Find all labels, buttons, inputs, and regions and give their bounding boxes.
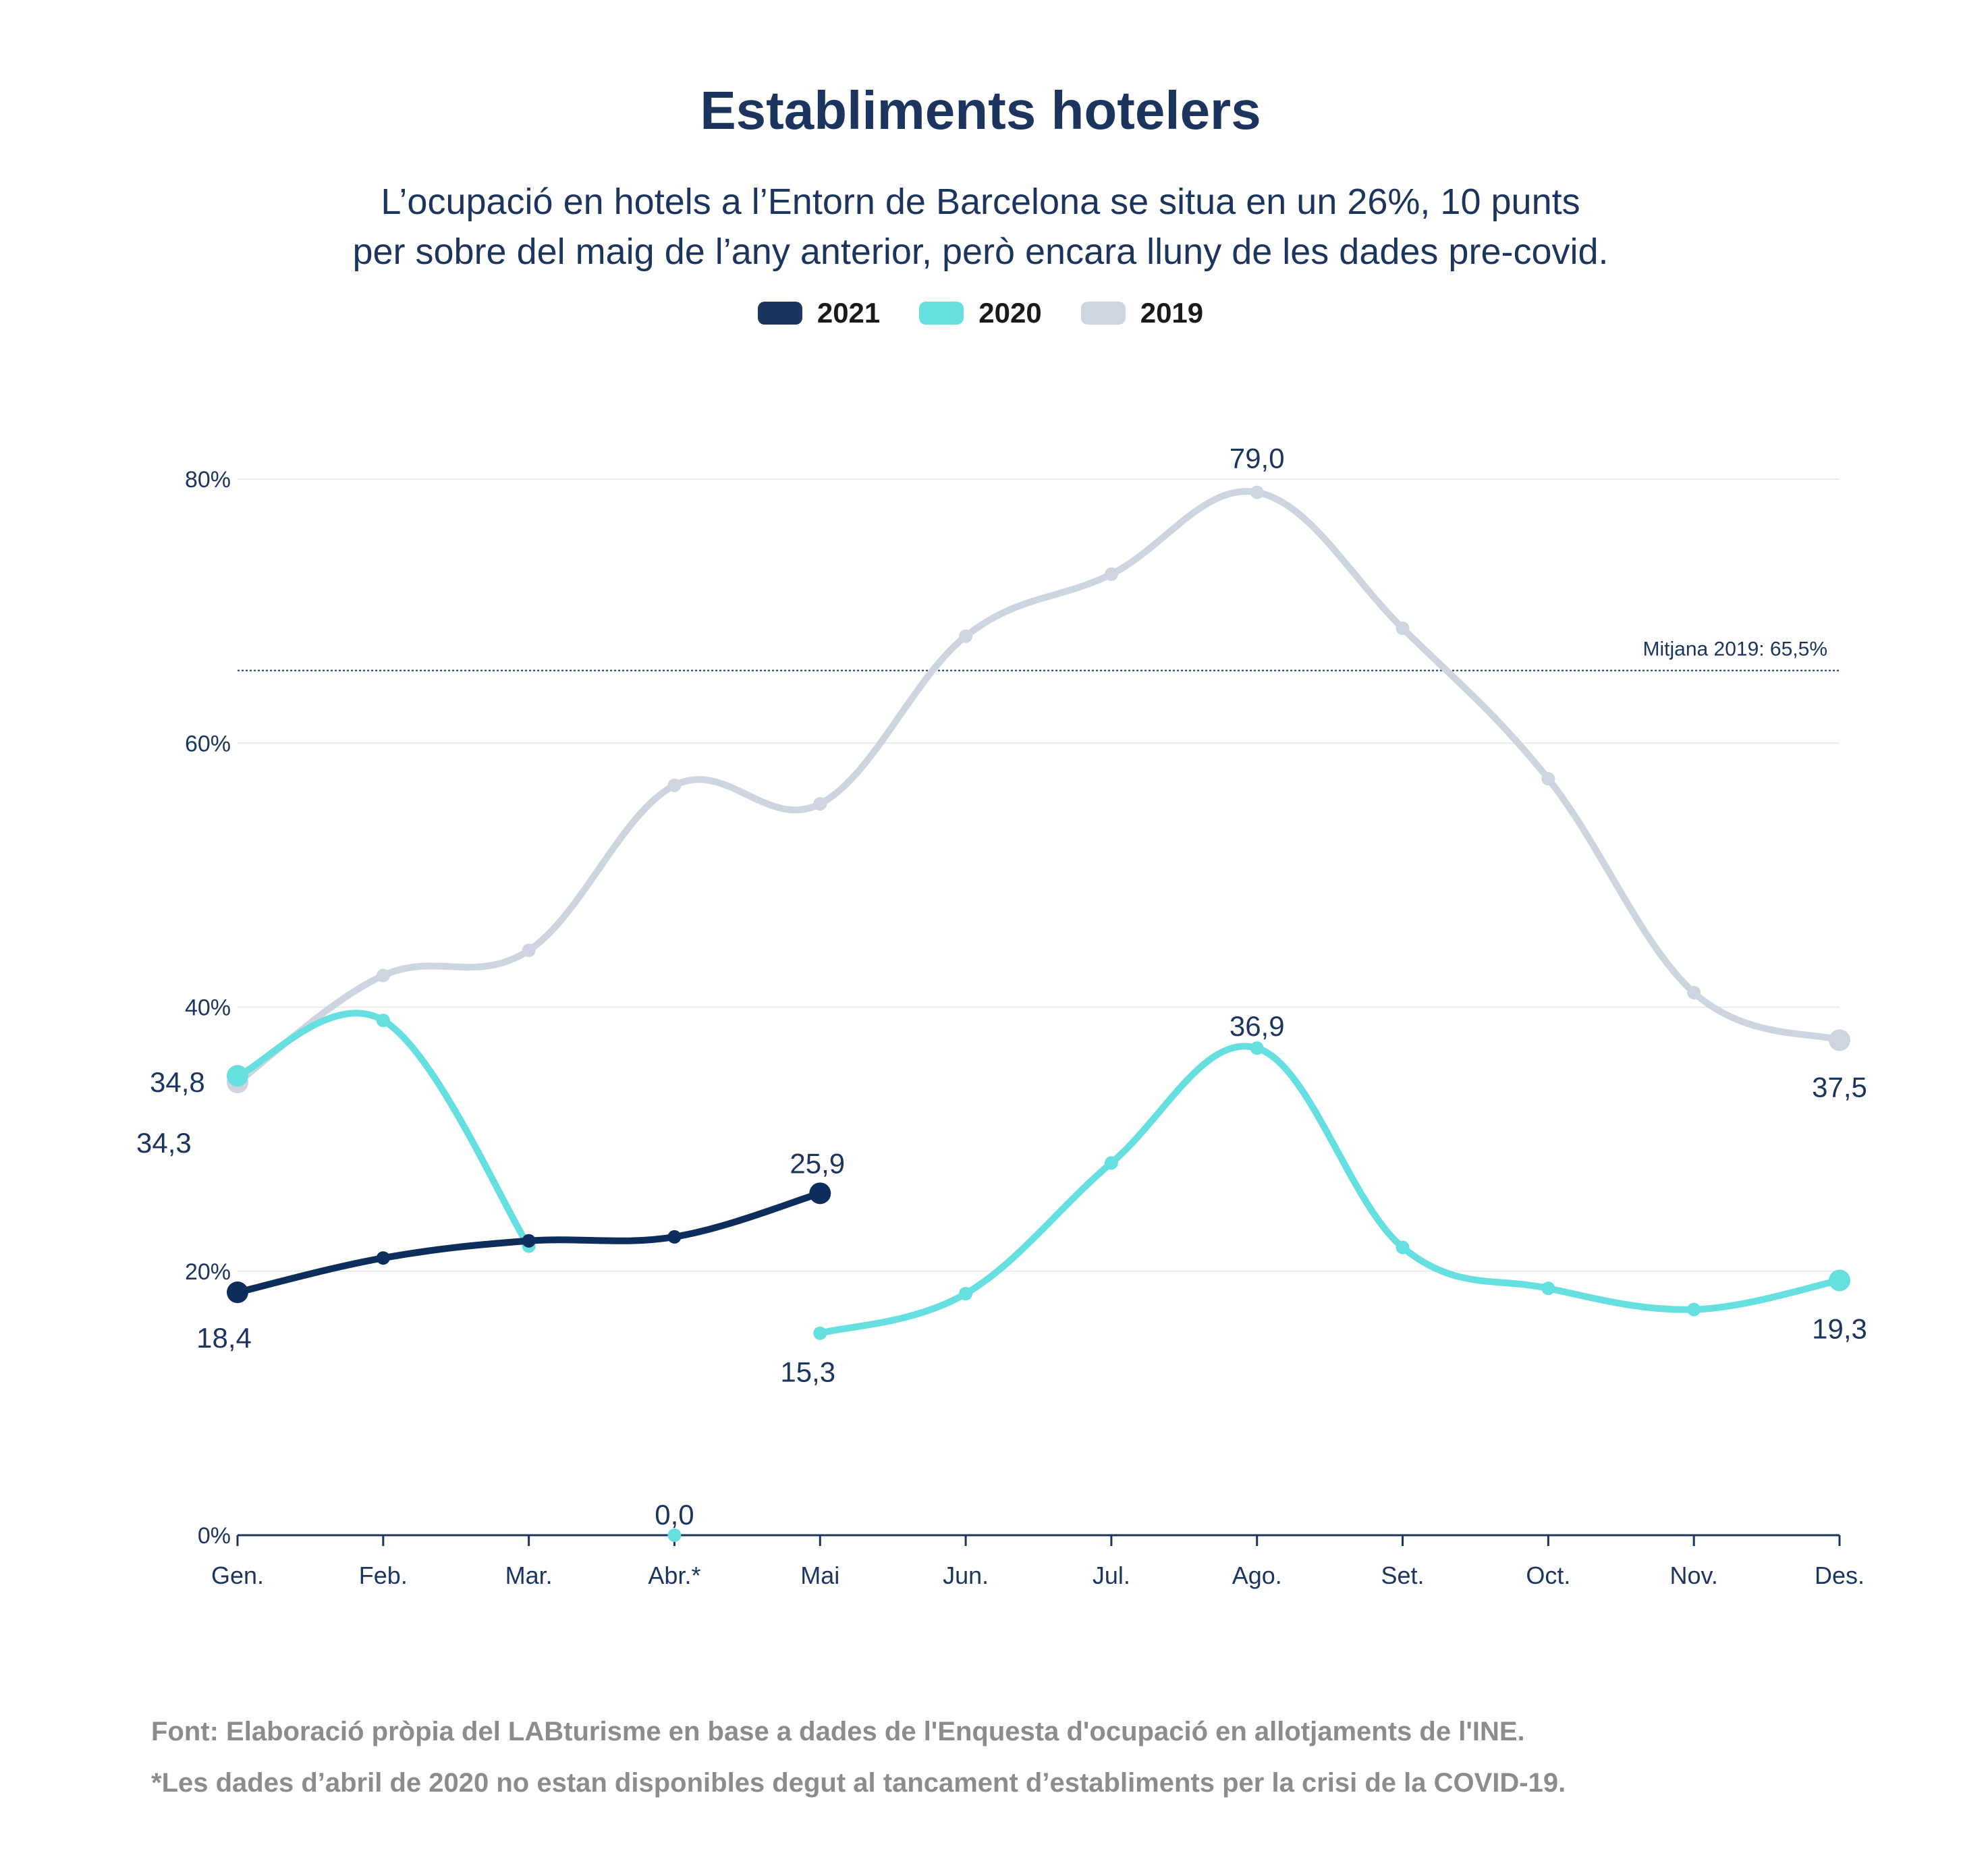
y-tick-label: 40% (185, 995, 231, 1021)
x-tick-label: Oct. (1526, 1562, 1570, 1589)
series-2020-point-11 (1829, 1269, 1850, 1292)
x-tick-label: Set. (1381, 1562, 1425, 1589)
data-label-2021-0: 18,4 (196, 1322, 252, 1354)
legend-label-2020: 2020 (978, 297, 1042, 329)
legend-swatch-2020 (919, 302, 964, 325)
x-tick-label: Jul. (1093, 1562, 1130, 1589)
series-2021-point-4 (809, 1182, 831, 1205)
series-2019-point-5 (959, 629, 973, 643)
reference-line-label: Mitjana 2019: 65,5% (1642, 638, 1827, 661)
series-2020-line-1 (817, 1043, 1843, 1337)
data-label-2020-0: 34,8 (150, 1066, 205, 1098)
legend-item-2021[interactable]: 2021 (757, 297, 881, 329)
series-2021-point-0 (227, 1281, 248, 1304)
series-2020-point-9 (1541, 1281, 1555, 1296)
y-tick-label: 20% (185, 1259, 231, 1285)
series-2019-line-0 (234, 488, 1843, 1086)
x-tick-label: Mai (800, 1562, 839, 1589)
data-label-2021-4: 25,9 (790, 1147, 845, 1179)
data-label-2019-11: 37,5 (1812, 1071, 1867, 1103)
legend-label-2021: 2021 (817, 297, 881, 329)
series-2019-point-8 (1396, 622, 1410, 636)
series-2020-point-5 (959, 1287, 973, 1301)
chart-title: Establiments hotelers (700, 80, 1261, 140)
y-tick-label: 80% (185, 467, 231, 493)
chart-subtitle: L’ocupació en hotels a l’Entorn de Barce… (0, 177, 1961, 277)
series-2019-point-7 (1250, 485, 1264, 499)
x-tick-label: Nov. (1670, 1562, 1718, 1589)
series-2019-point-10 (1687, 985, 1701, 999)
x-tick-label: Gen. (211, 1562, 264, 1589)
series-2019-point-4 (813, 797, 827, 811)
source-note: Font: Elaboració pròpia del LABturisme e… (151, 1717, 1525, 1746)
line-chart: 0% 20% 40% 60% 80% Gen. Feb. Mar. Abr.* Mai Jun. Ju… (136, 443, 1867, 1589)
series-2019-point-11 (1829, 1029, 1850, 1051)
x-tick-label: Ago. (1232, 1562, 1282, 1589)
legend-item-2020[interactable]: 2020 (919, 297, 1042, 329)
series-2021-point-2 (522, 1234, 536, 1248)
series-2019-point-2 (522, 943, 536, 958)
series-2019-point-1 (376, 968, 390, 983)
series-2021-point-1 (376, 1251, 390, 1265)
data-label-2019-0: 34,3 (136, 1127, 192, 1159)
legend-swatch-2021 (757, 302, 802, 325)
legend-label-2019: 2019 (1140, 297, 1204, 329)
legend-item-2019[interactable]: 2019 (1080, 297, 1204, 329)
footnotes: Font: Elaboració pròpia del LABturisme e… (151, 1706, 1566, 1809)
series-2020-point-4 (813, 1326, 827, 1340)
legend-swatch-2019 (1080, 302, 1126, 325)
y-tick-label: 0% (198, 1523, 231, 1549)
x-tick-label: Jun. (943, 1562, 989, 1589)
y-tick-label: 60% (185, 731, 231, 756)
x-tick-label: Abr.* (648, 1562, 700, 1589)
data-label-2019-7: 79,0 (1230, 443, 1285, 474)
series-2019-point-3 (667, 778, 682, 792)
series-2019-point-9 (1541, 772, 1555, 786)
series-2020-point-1 (376, 1014, 390, 1028)
series-2019-point-6 (1104, 567, 1118, 581)
x-tick-label: Des. (1815, 1562, 1865, 1589)
series-2020-point-6 (1104, 1156, 1118, 1170)
data-label-2020-4: 15,3 (780, 1356, 835, 1388)
subtitle-line-1: L’ocupació en hotels a l’Entorn de Barce… (381, 182, 1580, 222)
series-2021-point-3 (667, 1230, 682, 1244)
series-2020-line-0 (234, 1010, 532, 1250)
subtitle-line-2: per sobre del maig de l’any anterior, pe… (352, 231, 1609, 272)
series-2020-point-7 (1250, 1041, 1264, 1055)
data-label-2020-3: 0,0 (655, 1499, 694, 1530)
series-2020-point-8 (1396, 1240, 1410, 1254)
data-label-2020-11: 19,3 (1812, 1313, 1867, 1344)
data-label-2020-7: 36,9 (1230, 1010, 1285, 1042)
series-2020-point-10 (1687, 1302, 1701, 1317)
april-note: *Les dades d’abril de 2020 no estan disp… (151, 1768, 1566, 1798)
x-tick-label: Mar. (505, 1562, 553, 1589)
series-2020-point-0 (227, 1065, 248, 1087)
series-2020-point-3 (667, 1528, 682, 1542)
x-tick-label: Feb. (359, 1562, 408, 1589)
legend: 2021 2020 2019 (0, 297, 1961, 329)
